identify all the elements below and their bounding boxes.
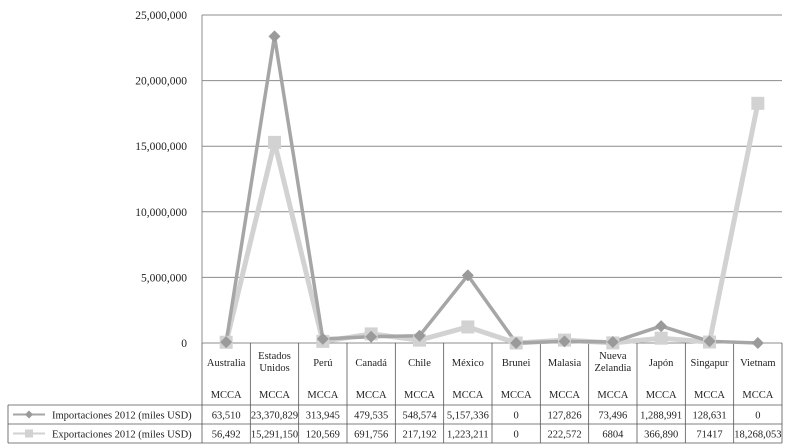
value-label: 71417 (696, 430, 722, 441)
value-label: 128,631 (692, 411, 726, 422)
legend-marker (25, 411, 33, 419)
category-label: Estados Unidos (258, 351, 291, 374)
category-label: Malasia (548, 358, 582, 369)
value-label: 73,496 (598, 411, 627, 422)
value-label: 366,890 (644, 430, 678, 441)
series-line (226, 36, 758, 343)
group-label: MCCA (404, 390, 435, 401)
y-tick-label: 25,000,000 (135, 10, 187, 22)
category-label: Japón (649, 358, 674, 369)
value-label: 120,569 (306, 430, 340, 441)
category-label: Nueva Zelandia (594, 351, 631, 374)
y-tick-label: 20,000,000 (135, 76, 187, 88)
data-point (655, 332, 668, 345)
y-tick-label: 10,000,000 (135, 207, 187, 219)
value-label: 63,510 (212, 411, 241, 422)
legend-label: Exportaciones 2012 (miles USD) (52, 430, 192, 441)
value-label: 18,268,053 (734, 430, 781, 441)
category-label: México (452, 358, 484, 369)
y-tick-label: 0 (181, 338, 187, 350)
value-label: 15,291,150 (251, 430, 298, 441)
value-label: 6804 (602, 430, 624, 441)
value-label: 479,535 (354, 411, 388, 422)
data-point (751, 97, 764, 110)
group-label: MCCA (549, 390, 580, 401)
category-label: Perú (313, 358, 333, 369)
value-label: 23,370,829 (251, 411, 298, 422)
value-label: 56,492 (212, 430, 241, 441)
value-label: 5,157,336 (447, 411, 489, 422)
group-label: MCCA (356, 390, 387, 401)
group-label: MCCA (452, 390, 483, 401)
value-label: 127,826 (547, 411, 581, 422)
group-label: MCCA (646, 390, 677, 401)
series-markers (220, 30, 765, 349)
value-label: 0 (755, 411, 760, 422)
data-point (268, 136, 281, 149)
y-axis: 0 5,000,000 10,000,000 15,000,000 20,000,000… (135, 10, 187, 350)
data-table: Australia MCCA Estados Unidos MCCA Perú MCCA Ca… (8, 343, 782, 443)
value-label: 222,572 (547, 430, 581, 441)
data-point (269, 30, 281, 42)
value-label: 313,945 (306, 411, 340, 422)
group-label: MCCA (501, 390, 532, 401)
category-label: Australia (207, 358, 246, 369)
data-point (752, 337, 764, 349)
group-label: MCCA (597, 390, 628, 401)
category-label: Brunei (502, 358, 531, 369)
y-tick-label: 5,000,000 (141, 272, 187, 284)
group-label: MCCA (307, 390, 338, 401)
value-label: 1,223,211 (447, 430, 489, 441)
value-label: 1,288,991 (640, 411, 682, 422)
value-label: 0 (514, 430, 519, 441)
data-point (655, 320, 667, 332)
gridlines (202, 15, 782, 343)
category-label: Chile (408, 358, 431, 369)
category-label: Singapur (691, 358, 729, 369)
group-label: MCCA (694, 390, 725, 401)
y-tick-label: 15,000,000 (135, 141, 187, 153)
legend-marker (25, 430, 33, 438)
group-label: MCCA (259, 390, 290, 401)
category-label: Vietnam (740, 358, 776, 369)
data-point (461, 320, 474, 333)
group-label: MCCA (211, 390, 242, 401)
value-label: 548,574 (402, 411, 437, 422)
series-lines (226, 36, 758, 343)
value-label: 217,192 (402, 430, 436, 441)
category-label: Canadá (355, 358, 387, 369)
value-label: 0 (514, 411, 519, 422)
value-label: 691,756 (354, 430, 388, 441)
legend-label: Importaciones 2012 (miles USD) (52, 411, 192, 422)
group-label: MCCA (742, 390, 773, 401)
